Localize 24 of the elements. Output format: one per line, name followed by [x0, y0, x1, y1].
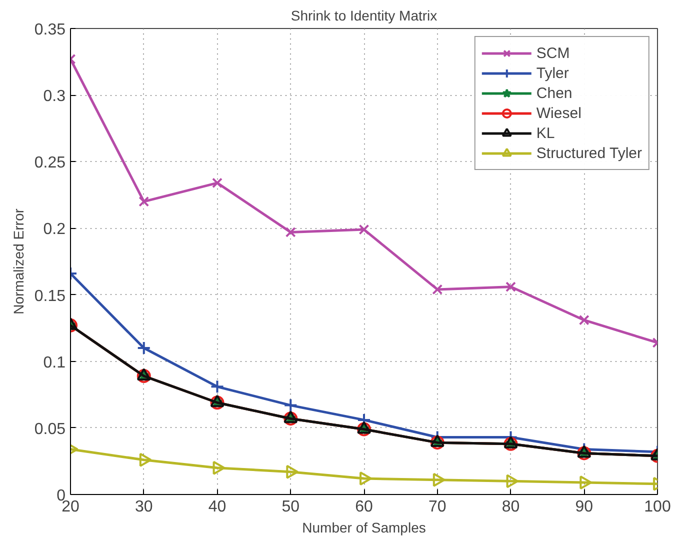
legend-label: Chen [536, 84, 572, 102]
y-tick-label: 0.1 [43, 354, 66, 372]
legend-label: KL [536, 124, 556, 142]
legend-label: Tyler [536, 64, 569, 82]
y-tick-label: 0.15 [34, 288, 66, 305]
x-tick-label: 50 [282, 498, 300, 516]
legend-label: SCM [536, 44, 570, 62]
x-tick-label: 80 [502, 498, 520, 516]
y-tick-label: 0.2 [43, 221, 66, 238]
x-tick-label: 30 [134, 498, 153, 516]
y-tick-label: 0.25 [34, 154, 66, 172]
y-tick-label: 0.3 [43, 88, 66, 106]
chart-title: Shrink to Identity Matrix [290, 8, 438, 24]
x-tick-label: 40 [208, 498, 226, 516]
y-axis-title: Normalized Error [10, 208, 26, 314]
x-tick-label: 100 [644, 498, 671, 516]
y-tick-label: 0.35 [34, 22, 66, 38]
legend-label: Structured Tyler [536, 144, 642, 162]
x-tick-label: 70 [428, 498, 446, 516]
x-axis-title: Number of Samples [302, 520, 426, 536]
x-tick-label: 90 [575, 498, 594, 516]
legend-label: Wiesel [536, 104, 582, 122]
y-tick-label: 0.05 [34, 420, 66, 438]
x-tick-label: 60 [355, 498, 373, 516]
